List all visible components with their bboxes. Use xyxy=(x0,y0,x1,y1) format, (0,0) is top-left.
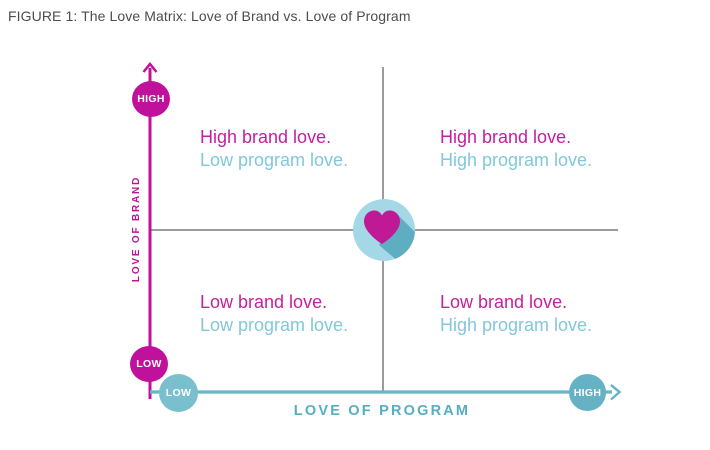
y-axis-high-badge: HIGH xyxy=(132,81,170,117)
y-axis-low-badge: LOW xyxy=(130,346,168,382)
x-axis-high-badge: HIGH xyxy=(569,374,606,411)
center-heart-badge xyxy=(353,199,415,261)
quadrant-top-right: High brand love. High program love. xyxy=(440,126,592,172)
y-axis-high-label: HIGH xyxy=(137,93,165,105)
quadrant-program-line: High program love. xyxy=(440,150,593,170)
quadrant-brand-line: Low brand love. xyxy=(200,292,328,312)
quadrant-brand-line: High brand love. xyxy=(200,127,332,147)
x-axis-high-label: HIGH xyxy=(573,386,602,399)
quadrant-bottom-left: Low brand love. Low program love. xyxy=(200,291,348,337)
x-axis-low-label: LOW xyxy=(165,387,192,399)
arrow-up-icon xyxy=(142,62,158,73)
arrow-right-icon xyxy=(610,384,622,401)
quadrant-program-line: Low program love. xyxy=(200,315,349,335)
heart-icon xyxy=(364,210,400,244)
y-axis-low-label: LOW xyxy=(136,358,162,370)
quadrant-program-line: High program love. xyxy=(440,315,593,335)
y-axis-title: LOVE OF BRAND xyxy=(131,175,142,283)
quadrant-brand-line: High brand love. xyxy=(440,127,572,147)
x-axis-low-badge: LOW xyxy=(159,374,198,412)
x-axis-title: LOVE OF PROGRAM xyxy=(293,403,471,419)
quadrant-bottom-right: Low brand love. High program love. xyxy=(440,291,592,337)
quadrant-brand-line: Low brand love. xyxy=(440,292,568,312)
figure-title: FIGURE 1: The Love Matrix: Love of Brand… xyxy=(8,8,411,24)
quadrant-program-line: Low program love. xyxy=(200,150,349,170)
quadrant-top-left: High brand love. Low program love. xyxy=(200,126,348,172)
